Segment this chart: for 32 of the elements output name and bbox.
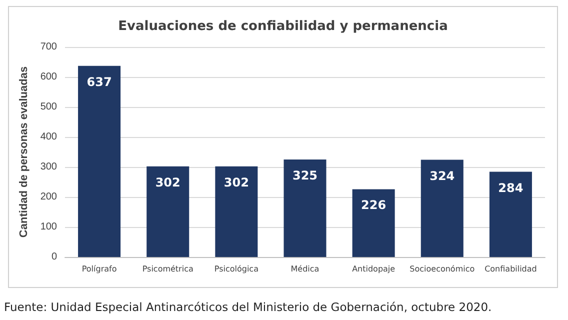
y-tick-label: 300	[40, 162, 58, 172]
x-tick-label: Psicométrica	[142, 264, 194, 274]
data-label: 302	[155, 175, 180, 190]
bar	[489, 172, 532, 257]
source-note: Fuente: Unidad Especial Antinarcóticos del Ministerio de Gobernación, octubre 2020.	[4, 300, 492, 314]
chart-title: Evaluaciones de confiabilidad y permanencia	[118, 19, 448, 34]
bar	[215, 166, 258, 257]
y-tick-label: 500	[40, 102, 58, 112]
data-label: 302	[224, 175, 249, 190]
y-tick-label: 400	[40, 132, 58, 142]
x-tick-label: Antidopaje	[352, 264, 396, 274]
x-tick-label: Polígrafo	[82, 264, 117, 274]
y-tick-label: 700	[40, 42, 58, 52]
bar	[352, 189, 395, 257]
x-tick-label: Psicológica	[214, 264, 259, 274]
data-label: 284	[498, 180, 524, 195]
x-tick-label: Confiabilidad	[484, 264, 537, 274]
data-label: 324	[430, 168, 455, 183]
y-tick-label: 100	[40, 222, 58, 232]
data-label: 226	[361, 198, 386, 212]
data-label: 637	[86, 74, 112, 89]
x-tick-label: Médica	[290, 264, 320, 274]
bar	[284, 160, 326, 257]
bar	[146, 166, 190, 257]
y-tick-label: 0	[51, 252, 58, 262]
x-tick-label: Socioeconómico	[410, 264, 475, 274]
data-label: 325	[292, 168, 318, 182]
y-tick-label: 200	[40, 192, 58, 202]
y-axis-title: Cantidad de personas evaluadas	[18, 66, 30, 238]
y-tick-label: 600	[40, 72, 58, 82]
bar	[78, 66, 121, 257]
bar	[420, 160, 464, 257]
